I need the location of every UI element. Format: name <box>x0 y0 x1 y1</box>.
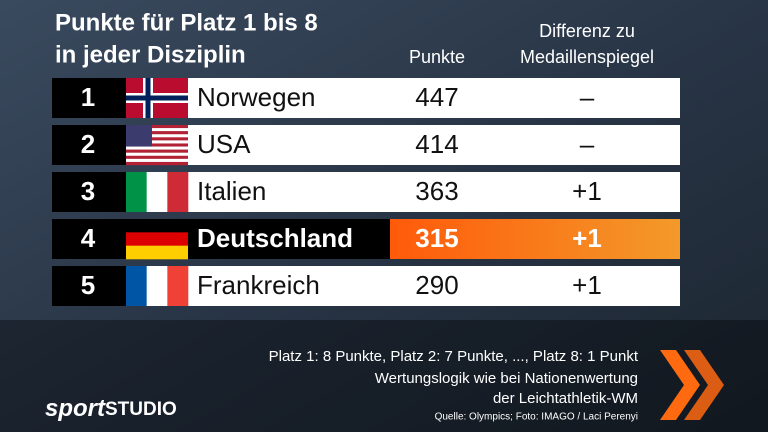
flag-part <box>126 128 188 132</box>
difference: – <box>580 129 595 159</box>
name-cell <box>188 219 390 259</box>
flag-part <box>126 152 188 156</box>
rank: 4 <box>81 223 96 253</box>
country: Frankreich <box>197 270 320 300</box>
value-cell <box>390 219 680 259</box>
logo: sportSTUDIO <box>45 395 177 422</box>
flag-part <box>126 155 188 160</box>
flag-part <box>126 125 188 129</box>
country: Italien <box>197 176 266 206</box>
points: 315 <box>415 223 458 253</box>
footnote: Wertungslogik wie bei Nationenwertung <box>375 370 638 387</box>
rank-cell <box>52 78 126 118</box>
flag-part <box>126 161 188 166</box>
points: 414 <box>415 129 458 159</box>
column-header: Punkte <box>409 47 465 67</box>
rank-cell <box>52 266 126 306</box>
table-row: 1 Norwegen 447 – <box>52 78 680 118</box>
footnote: der Leichtathletik-WM <box>493 390 638 407</box>
flag-part <box>126 143 188 147</box>
logo-part: STUDIO <box>105 399 177 420</box>
points: 290 <box>415 270 458 300</box>
flag-part <box>126 232 188 246</box>
difference: – <box>580 82 595 112</box>
rank: 2 <box>81 129 95 159</box>
logo-part: sport <box>45 395 106 422</box>
rank: 3 <box>81 176 95 206</box>
value-cell <box>390 78 680 118</box>
flag-part <box>167 266 189 306</box>
table: 1 Norwegen 447 – 2 USA 414 – 3 Italien 363 +1 4 Deuts… <box>52 78 680 306</box>
value-cell <box>390 172 680 212</box>
flag-part <box>167 172 189 212</box>
flag-part <box>146 172 168 212</box>
country: USA <box>197 129 251 159</box>
footnote: Platz 1: 8 Punkte, Platz 2: 7 Punkte, ..… <box>269 348 639 365</box>
footer-shade <box>0 320 768 432</box>
flag <box>126 78 188 118</box>
difference: +1 <box>572 176 602 206</box>
flag-part <box>126 125 152 147</box>
points: 447 <box>415 82 458 112</box>
country: Deutschland <box>197 223 353 253</box>
title-line: Punkte für Platz 1 bis 8 <box>55 9 318 36</box>
rank-cell <box>52 172 126 212</box>
rank: 5 <box>81 270 95 300</box>
flag-part <box>126 131 188 135</box>
flag <box>126 172 189 212</box>
column-header: Medaillenspiegel <box>520 47 654 67</box>
title-line: in jeder Disziplin <box>55 41 246 68</box>
difference: +1 <box>572 270 602 300</box>
table-row: 3 Italien 363 +1 <box>52 172 680 212</box>
name-cell <box>188 78 390 118</box>
flag-part <box>126 149 188 153</box>
flag-part <box>126 266 147 306</box>
rank-cell <box>52 125 126 165</box>
flag-part <box>126 172 147 212</box>
points: 363 <box>415 176 458 206</box>
flag <box>126 219 188 260</box>
flag <box>126 125 188 166</box>
flag-part <box>126 146 188 150</box>
column-header: Differenz zu <box>539 21 635 41</box>
name-cell <box>188 172 390 212</box>
difference: +1 <box>572 223 602 253</box>
flag-part <box>126 137 188 141</box>
rank: 1 <box>81 82 95 112</box>
flag-part <box>126 219 188 233</box>
name-cell <box>188 266 390 306</box>
country: Norwegen <box>197 82 316 112</box>
table-row: 2 USA 414 – <box>52 125 680 166</box>
table-row: 5 Frankreich 290 +1 <box>52 266 680 306</box>
value-cell <box>390 266 680 306</box>
rank-cell <box>52 219 126 259</box>
name-cell <box>188 125 390 165</box>
flag-part <box>146 266 168 306</box>
flag-part <box>126 95 188 101</box>
flag <box>126 266 189 306</box>
flag-part <box>126 158 188 163</box>
source: Quelle: Olympics; Foto: IMAGO / Laci Per… <box>435 412 638 423</box>
table-row: 4 Deutschland 315 +1 <box>52 219 680 260</box>
flag-part <box>126 140 188 144</box>
flag-part <box>126 134 188 138</box>
chevrons <box>660 350 724 420</box>
flag-part <box>126 245 188 260</box>
value-cell <box>390 125 680 165</box>
